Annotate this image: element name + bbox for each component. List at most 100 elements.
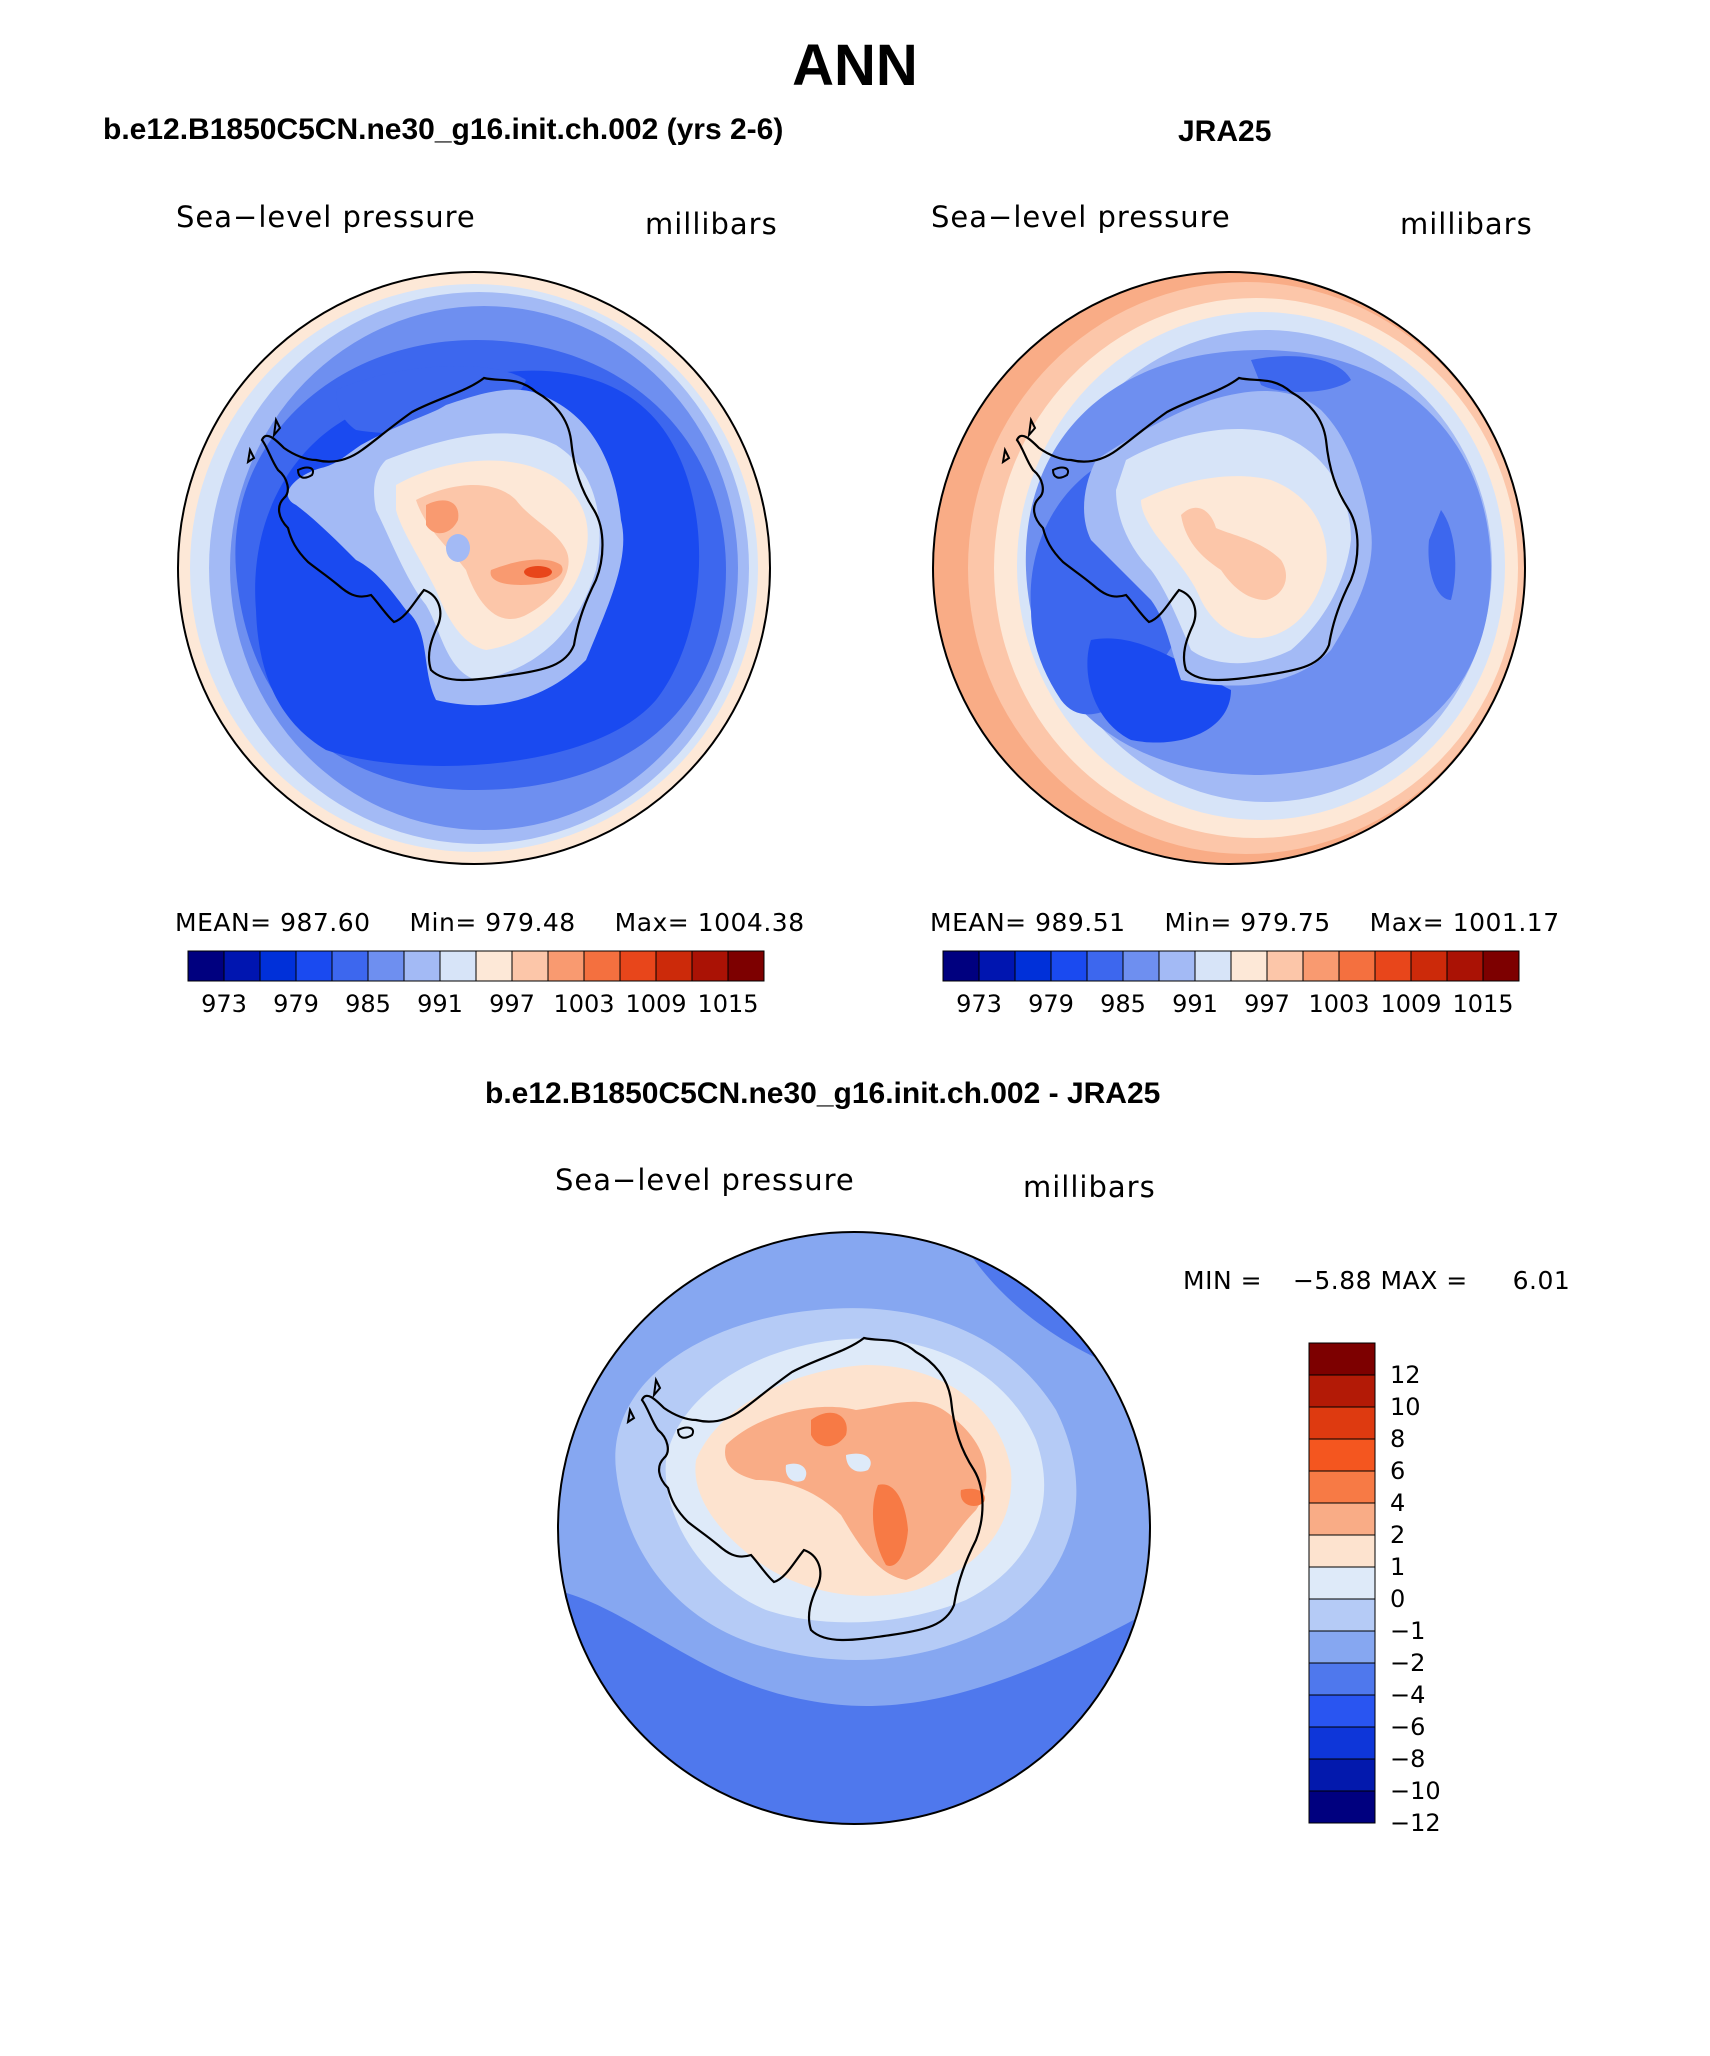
diff-variable-label: Sea−level pressure	[555, 1163, 855, 1197]
diff-colorbar-tick-label: 12	[1390, 1361, 1421, 1389]
model-min-value: 979.48	[485, 908, 576, 937]
model-colorbar-swatch	[187, 950, 225, 982]
obs-min-value: 979.75	[1240, 908, 1331, 937]
diff-colorbar-swatch	[1308, 1502, 1376, 1536]
obs-colorbar	[942, 950, 1520, 982]
model-colorbar-tick-label: 985	[345, 990, 391, 1018]
diff-colorbar-tick-label: −1	[1390, 1617, 1426, 1645]
model-map-border	[177, 271, 771, 865]
obs-low-core	[1087, 638, 1231, 743]
diff-islands	[626, 1376, 694, 1439]
model-colorbar-tick-label: 1003	[553, 990, 615, 1018]
diff-antarctica-coastline	[640, 1336, 984, 1642]
model-colorbar-tick-label: 991	[417, 990, 463, 1018]
model-polar-map	[177, 271, 771, 865]
model-units-label: millibars	[645, 207, 778, 241]
obs-band-1000-ice	[1181, 507, 1286, 600]
diff-colorbar-tick-label: 10	[1390, 1393, 1421, 1421]
obs-colorbar-tick-label: 997	[1244, 990, 1290, 1018]
model-colorbar-swatch	[367, 950, 405, 982]
model-colorbar-swatch	[223, 950, 261, 982]
obs-polar-map	[932, 271, 1526, 865]
diff-colorbar	[1308, 1342, 1376, 1824]
model-mean-value: 987.60	[280, 908, 371, 937]
diff-units-label: millibars	[1023, 1170, 1156, 1204]
obs-islands	[1001, 416, 1069, 479]
obs-colorbar-swatch	[1302, 950, 1340, 982]
model-mean-label: MEAN=	[175, 908, 272, 937]
model-colorbar-swatch	[295, 950, 333, 982]
model-colorbar-swatch	[583, 950, 621, 982]
obs-colorbar-swatch	[1374, 950, 1412, 982]
diff-colorbar-swatch	[1308, 1790, 1376, 1824]
model-high-west	[426, 500, 459, 534]
obs-colorbar-swatch	[942, 950, 980, 982]
model-colorbar-tick-label: 997	[489, 990, 535, 1018]
diff-colorbar-swatch	[1308, 1534, 1376, 1568]
obs-colorbar-swatch	[1194, 950, 1232, 982]
obs-colorbar-swatch	[1410, 950, 1448, 982]
figure-title: ANN	[792, 33, 918, 98]
diff-colorbar-tick-label: 2	[1390, 1521, 1406, 1549]
obs-colorbar-swatch	[978, 950, 1016, 982]
obs-colorbar-swatch	[1266, 950, 1304, 982]
obs-colorbar-swatch	[1482, 950, 1520, 982]
model-colorbar-swatch	[331, 950, 369, 982]
model-colorbar-tick-label: 973	[201, 990, 247, 1018]
diff-polar-map	[557, 1231, 1151, 1825]
obs-mean-label: MEAN=	[930, 908, 1027, 937]
obs-mean-value: 989.51	[1035, 908, 1126, 937]
diff-min-label: MIN =	[1183, 1266, 1263, 1295]
model-max-core	[524, 566, 552, 578]
diff-colorbar-swatch	[1308, 1406, 1376, 1440]
model-colorbar-swatch	[403, 950, 441, 982]
diff-max-value: 6.01	[1512, 1266, 1571, 1295]
model-colorbar-swatch	[475, 950, 513, 982]
obs-colorbar-labels: 973 979 985 991 997 1003 1009 1015	[943, 990, 1519, 1020]
diff-low-west	[785, 1463, 807, 1482]
diff-colorbar-swatch	[1308, 1630, 1376, 1664]
model-colorbar-tick-label: 1009	[625, 990, 687, 1018]
model-max-label: Max=	[614, 908, 690, 937]
diff-panel-title: b.e12.B1850C5CN.ne30_g16.init.ch.002 - J…	[485, 1077, 1161, 1110]
obs-antarctica-coastline	[1015, 376, 1359, 682]
obs-colorbar-tick-label: 1003	[1308, 990, 1370, 1018]
model-stats: MEAN= 987.60 Min= 979.48 Max= 1004.38	[175, 908, 805, 937]
obs-units-label: millibars	[1400, 207, 1533, 241]
model-colorbar-swatch	[655, 950, 693, 982]
obs-colorbar-tick-label: 979	[1028, 990, 1074, 1018]
diff-colorbar-swatch	[1308, 1694, 1376, 1728]
diff-colorbar-tick-label: −6	[1390, 1713, 1426, 1741]
obs-low-east	[1428, 510, 1456, 600]
model-colorbar-tick-label: 979	[273, 990, 319, 1018]
diff-colorbar-tick-label: −12	[1390, 1809, 1441, 1837]
model-dome-low	[446, 534, 470, 562]
diff-colorbar-swatch	[1308, 1758, 1376, 1792]
diff-colorbar-tick-label: −10	[1390, 1777, 1441, 1805]
obs-colorbar-swatch	[1338, 950, 1376, 982]
obs-colorbar-swatch	[1050, 950, 1088, 982]
diff-colorbar-swatch	[1308, 1438, 1376, 1472]
diff-min-value: −5.88	[1292, 1266, 1373, 1295]
diff-colorbar-swatch	[1308, 1470, 1376, 1504]
model-colorbar	[187, 950, 765, 982]
diff-colorbar-swatch	[1308, 1342, 1376, 1376]
obs-colorbar-tick-label: 991	[1172, 990, 1218, 1018]
obs-colorbar-swatch	[1446, 950, 1484, 982]
model-colorbar-labels: 973 979 985 991 997 1003 1009 1015	[188, 990, 764, 1020]
diff-high-c	[960, 1488, 985, 1506]
obs-max-value: 1001.17	[1452, 908, 1560, 937]
diff-colorbar-tick-label: −4	[1390, 1681, 1426, 1709]
diff-band-minus4-south	[558, 1590, 1150, 1824]
model-antarctica-coastline	[260, 376, 604, 682]
diff-colorbar-swatch	[1308, 1566, 1376, 1600]
diff-colorbar-tick-label: 0	[1390, 1585, 1406, 1613]
obs-colorbar-tick-label: 1015	[1452, 990, 1514, 1018]
obs-colorbar-swatch	[1158, 950, 1196, 982]
model-variable-label: Sea−level pressure	[176, 200, 476, 234]
model-colorbar-swatch	[439, 950, 477, 982]
diff-colorbar-labels: 12 10 8 6 4 2 1 0 −1 −2 −4 −6 −8 −10 −12	[1390, 1343, 1470, 1837]
diff-colorbar-swatch	[1308, 1374, 1376, 1408]
diff-colorbar-swatch	[1308, 1662, 1376, 1696]
obs-stats: MEAN= 989.51 Min= 979.75 Max= 1001.17	[930, 908, 1560, 937]
